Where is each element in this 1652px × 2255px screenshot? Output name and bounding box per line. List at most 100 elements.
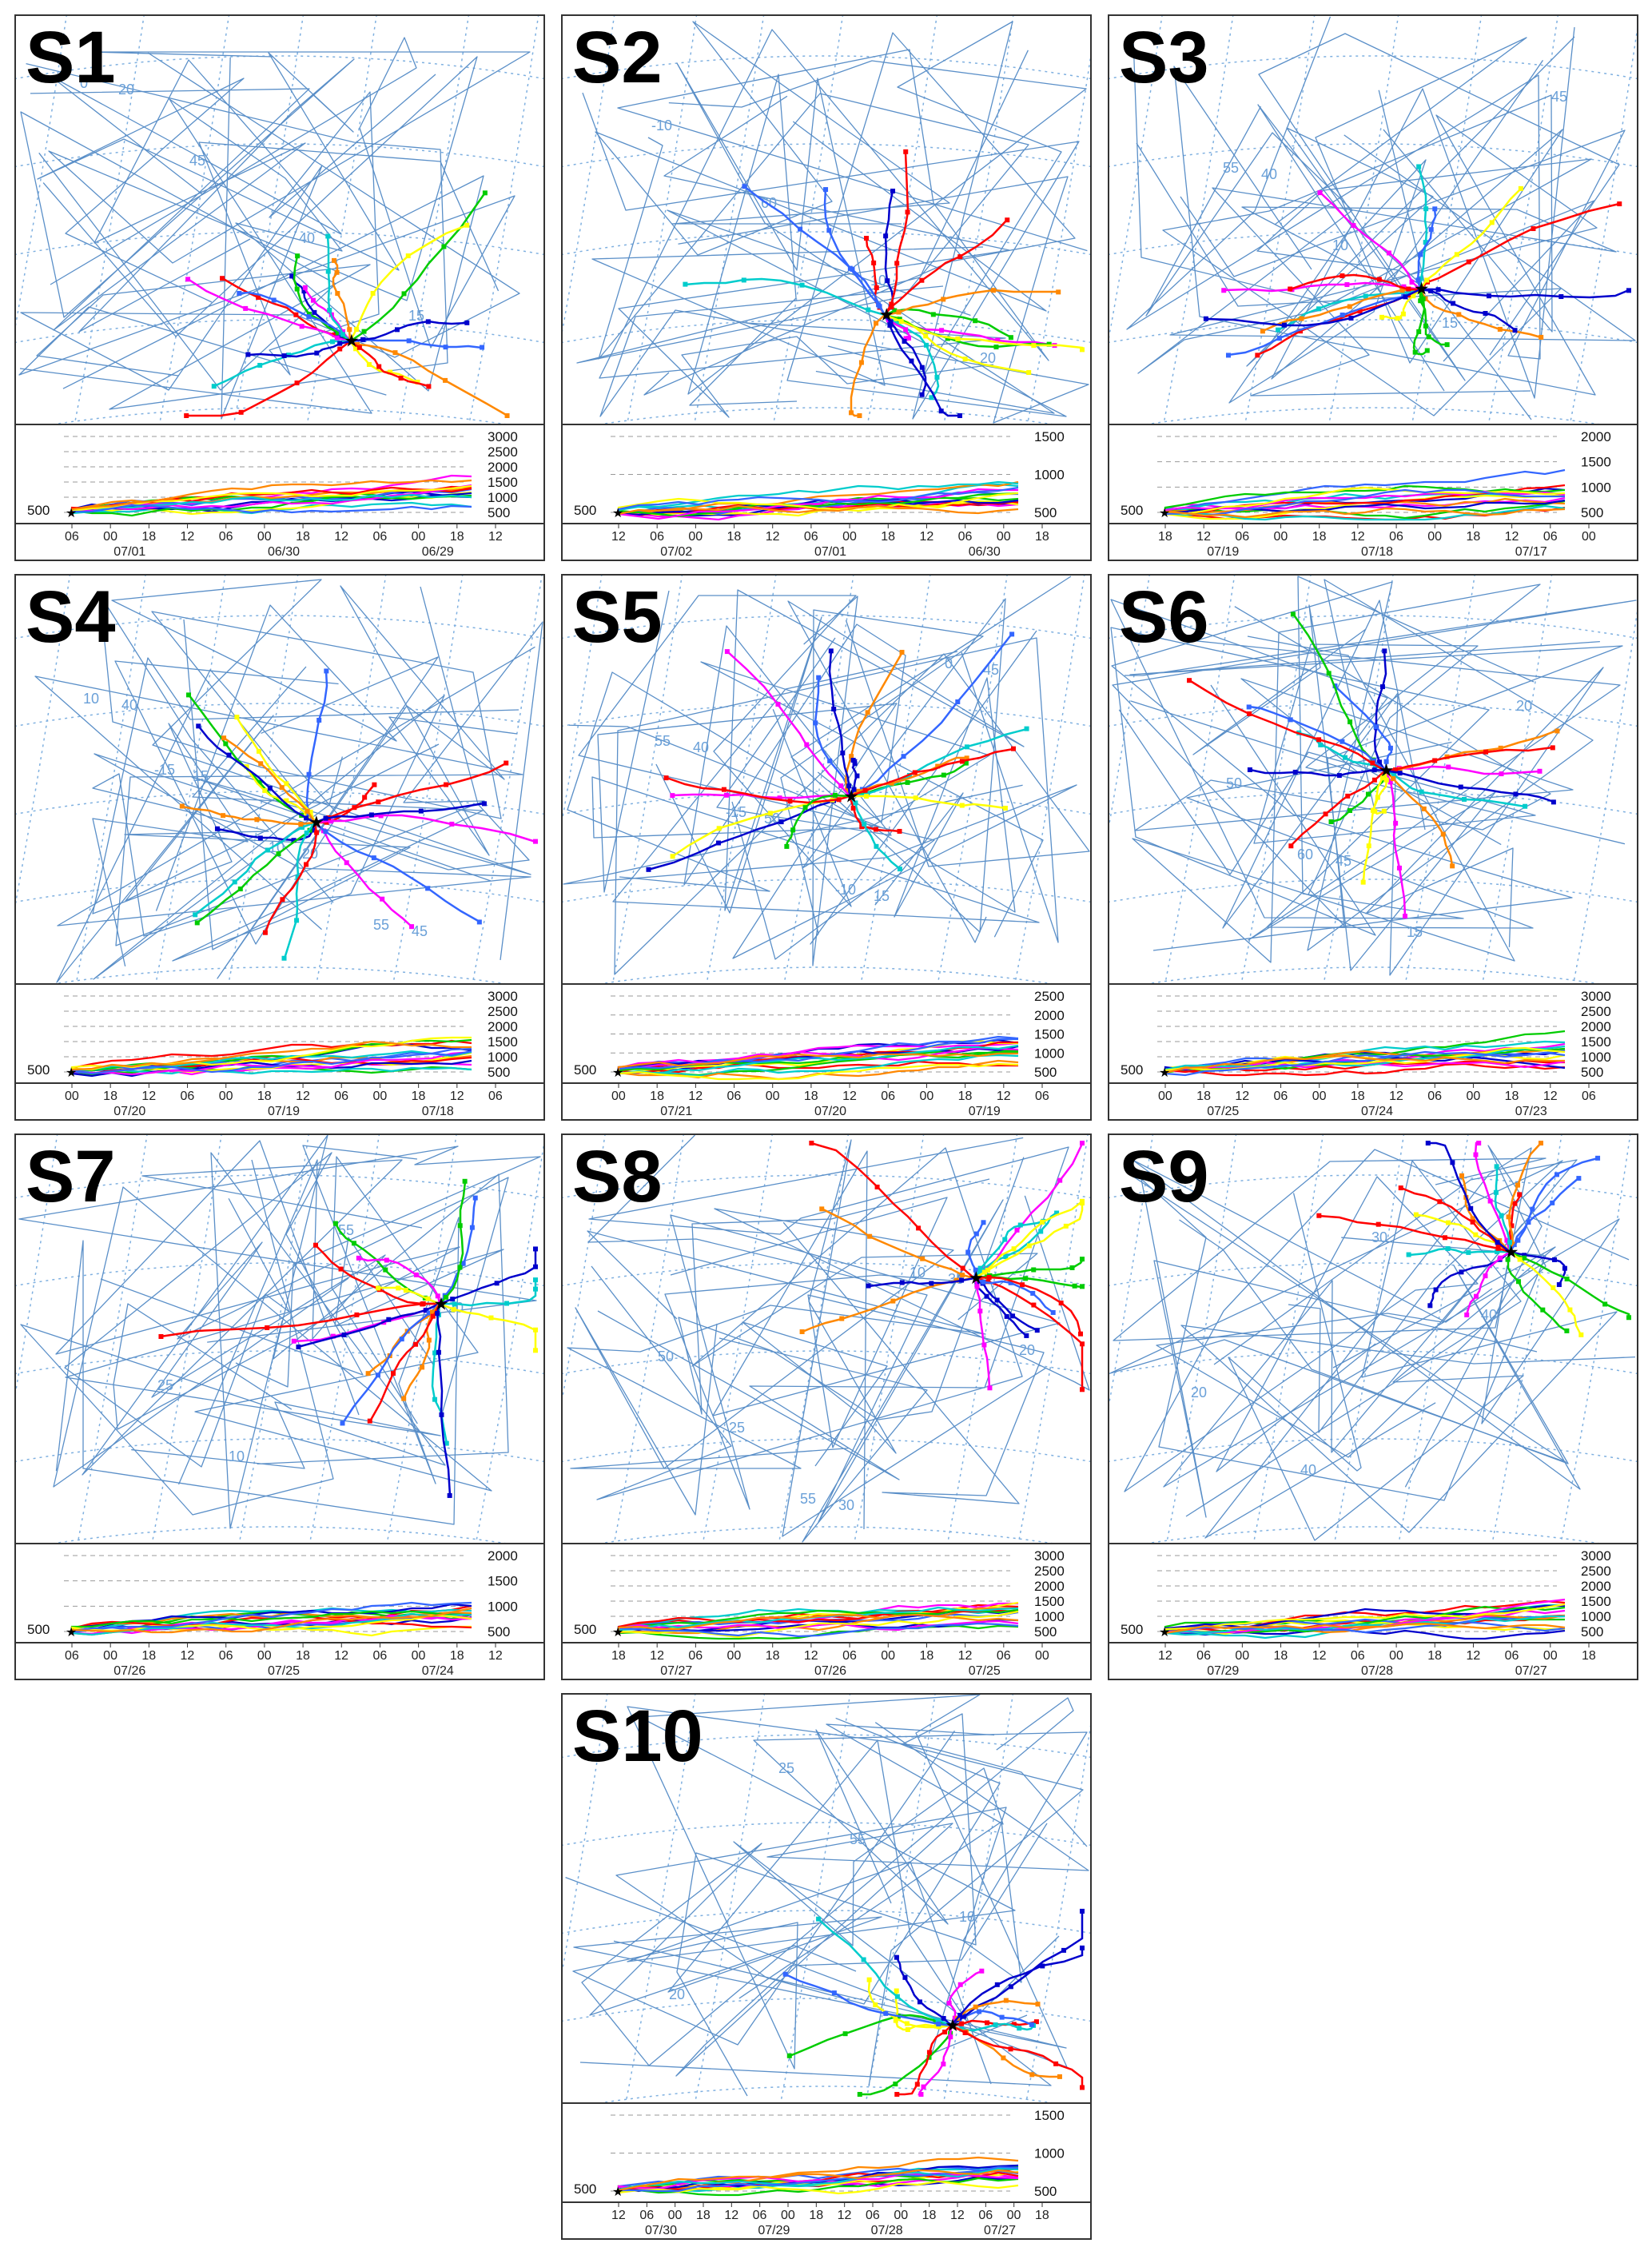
- trajectory-marker: [1523, 803, 1528, 809]
- trajectory-marker: [234, 715, 240, 720]
- trajectory-marker: [861, 1957, 866, 1962]
- trajectory-marker: [906, 335, 912, 341]
- trajectory-marker: [921, 2084, 926, 2090]
- trajectory-marker: [347, 327, 352, 333]
- trajectory-marker: [999, 2014, 1005, 2020]
- coastline: [56, 660, 440, 983]
- coastline: [1140, 1178, 1547, 1518]
- trajectory-line: [1419, 202, 1620, 290]
- trajectory-marker: [977, 2009, 982, 2014]
- parallel-line: [16, 1438, 543, 1463]
- altitude-label: 1000: [1581, 1609, 1611, 1624]
- trajectory-marker: [1024, 1333, 1029, 1338]
- trajectory-line: [439, 1181, 467, 1305]
- trajectory-marker: [324, 668, 329, 674]
- altitude-label: 3000: [1581, 989, 1611, 1004]
- trajectory-marker: [876, 302, 882, 308]
- parallel-line: [16, 1262, 543, 1287]
- trajectory-line: [1383, 770, 1407, 917]
- trajectory-marker: [409, 924, 415, 930]
- hour-tick-label: 00: [781, 2209, 795, 2222]
- hour-tick-label: 00: [1312, 1090, 1327, 1103]
- graticule-label: 20: [1019, 1342, 1035, 1358]
- trajectory-marker: [889, 304, 894, 309]
- coastline: [1246, 33, 1620, 381]
- trajectory-marker: [936, 2024, 941, 2030]
- altitude-trace: [70, 1050, 472, 1076]
- trajectory-marker: [809, 1141, 814, 1145]
- trajectory-marker: [386, 1317, 392, 1322]
- trajectory-line: [1509, 1250, 1566, 1285]
- trajectory-marker: [450, 1297, 456, 1302]
- trajectory-marker: [384, 1257, 389, 1263]
- trajectory-marker: [1288, 717, 1293, 723]
- trajectory-marker: [316, 718, 322, 723]
- trajectory-marker: [1276, 327, 1281, 333]
- hour-tick-label: 00: [65, 1090, 79, 1103]
- date-label: 07/23: [1515, 1105, 1547, 1118]
- coastline: [217, 585, 518, 979]
- start-altitude-label: 500: [27, 1622, 50, 1637]
- panel-s4: -15 -10 55 10 15 20 45 40 ★ S4 3000 2500 2000 1500 100…: [14, 574, 545, 1121]
- trajectory-marker: [310, 297, 316, 303]
- altitude-trace: [617, 1622, 1019, 1638]
- start-star-icon: ★: [612, 1626, 623, 1639]
- receptor-star-icon: ★: [945, 2015, 961, 2035]
- trajectory-marker: [1444, 342, 1450, 348]
- trajectory-marker: [1078, 1331, 1084, 1337]
- date-label: 07/29: [1207, 1664, 1239, 1678]
- parallel-line: [563, 703, 1090, 727]
- parallel-line: [16, 319, 543, 344]
- graticule-label: 15: [874, 888, 890, 904]
- trajectory-marker: [1459, 1269, 1464, 1275]
- trajectory-marker: [1040, 1219, 1045, 1225]
- trajectory-marker: [1371, 777, 1377, 783]
- trajectory-marker: [1487, 1198, 1493, 1204]
- panel-s10: 55 10 20 25 ★ S10 1500 1000 500 500 ★ 12 06 00 18 12 06 0…: [561, 1693, 1092, 2240]
- trajectory-marker: [332, 1221, 338, 1226]
- coastline: [742, 1139, 1046, 1537]
- trajectory-marker: [857, 2092, 862, 2097]
- trajectory-line: [238, 291, 351, 342]
- trajectory-marker: [1379, 775, 1385, 781]
- hour-tick-label: 06: [334, 1090, 348, 1103]
- hour-tick-label: 00: [1235, 1649, 1249, 1663]
- altitude-trace: [1164, 484, 1566, 512]
- panel-label: S2: [572, 17, 663, 98]
- trajectory-marker: [1023, 1276, 1029, 1281]
- trajectory-line: [884, 219, 1008, 316]
- altitude-trace: [617, 1052, 1018, 1071]
- hour-tick-label: 18: [141, 530, 156, 544]
- trajectory-marker: [1451, 301, 1456, 306]
- hour-tick-label: 00: [257, 1649, 272, 1663]
- hour-tick-label: 06: [1274, 1090, 1288, 1103]
- altitude-trace: [617, 1062, 1019, 1081]
- trajectory-marker: [905, 209, 910, 215]
- receptor-star-icon: ★: [843, 786, 859, 806]
- trajectory-marker: [862, 821, 867, 827]
- trajectory-marker: [1247, 711, 1252, 716]
- hour-tick-label: 06: [866, 2209, 880, 2222]
- trajectory-marker: [1433, 1287, 1439, 1293]
- trajectory-marker: [995, 337, 1001, 343]
- trajectory-marker: [847, 265, 853, 271]
- trajectory-marker: [1495, 1240, 1500, 1245]
- trajectory-marker: [962, 357, 968, 362]
- trajectory-marker: [362, 795, 368, 800]
- hour-tick-label: 18: [881, 530, 895, 544]
- trajectory-marker: [1473, 1152, 1479, 1157]
- trajectory-marker: [388, 369, 393, 375]
- trajectory-marker: [1540, 1307, 1546, 1313]
- trajectory-marker: [367, 1418, 372, 1424]
- trajectory-line: [950, 1948, 1084, 2026]
- date-label: 07/20: [113, 1105, 145, 1118]
- trajectory-marker: [1011, 1246, 1017, 1252]
- map-svg: 55 10 15 45 40 ★: [1109, 16, 1637, 424]
- trajectory-marker: [361, 329, 367, 334]
- coastline: [581, 1697, 1074, 2066]
- trajectory-marker: [831, 706, 837, 711]
- trajectory-marker: [1440, 831, 1446, 837]
- trajectory-line: [973, 1277, 1038, 1332]
- trajectory-line: [293, 255, 351, 343]
- hour-tick-label: 12: [688, 1090, 703, 1103]
